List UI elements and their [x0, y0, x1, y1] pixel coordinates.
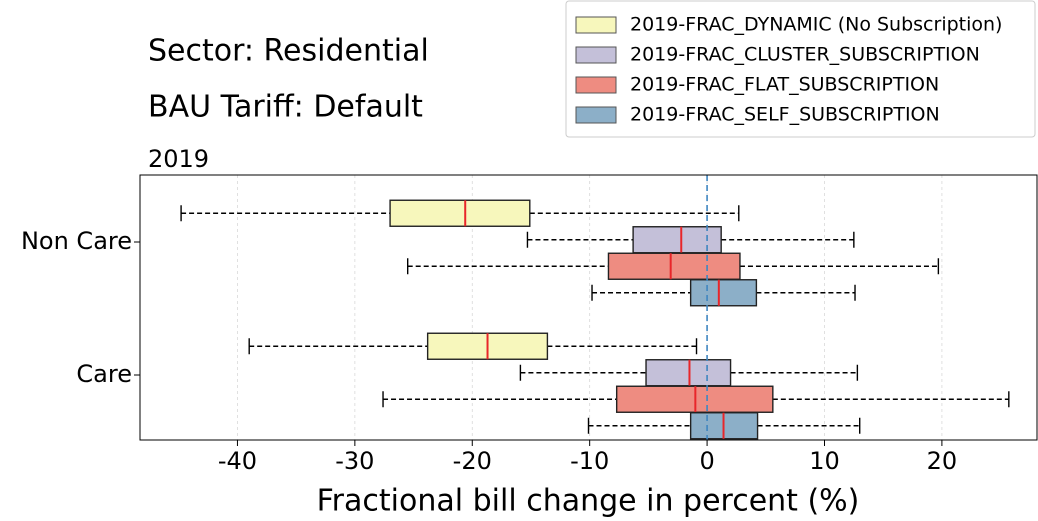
x-tick-label: 20	[927, 447, 958, 475]
legend-label: 2019-FRAC_SELF_SUBSCRIPTION	[630, 104, 940, 126]
legend-label: 2019-FRAC_FLAT_SUBSCRIPTION	[630, 74, 939, 96]
legend-swatch	[575, 106, 617, 124]
box	[645, 359, 732, 387]
x-tick-label: -30	[335, 447, 374, 475]
y-tick-label: Care	[76, 360, 132, 388]
y-tick-label: Non Care	[21, 227, 132, 255]
x-tick-label: -40	[218, 447, 257, 475]
chart-title: Sector: Residential	[148, 34, 429, 69]
legend-swatch	[575, 16, 617, 34]
x-tick-label: 0	[699, 447, 714, 475]
legend-frame	[565, 0, 1036, 138]
plot-frame	[139, 174, 1038, 441]
legend-label: 2019-FRAC_DYNAMIC (No Subscription)	[630, 14, 1002, 36]
legend-label: 2019-FRAC_CLUSTER_SUBSCRIPTION	[630, 44, 980, 66]
chart-subtitle: BAU Tariff: Default	[148, 90, 423, 125]
axes-title: 2019	[148, 145, 209, 173]
x-tick-label: 10	[809, 447, 840, 475]
box	[607, 252, 741, 280]
legend: 2019-FRAC_DYNAMIC (No Subscription) 2019-…	[565, 0, 1036, 138]
x-tick-label: -10	[570, 447, 609, 475]
box	[689, 279, 758, 307]
box	[632, 226, 722, 254]
box	[389, 199, 531, 227]
legend-swatch	[575, 76, 617, 94]
x-axis-label: Fractional bill change in percent (%)	[317, 484, 860, 519]
legend-swatch	[575, 46, 617, 64]
x-tick-label: -20	[453, 447, 492, 475]
